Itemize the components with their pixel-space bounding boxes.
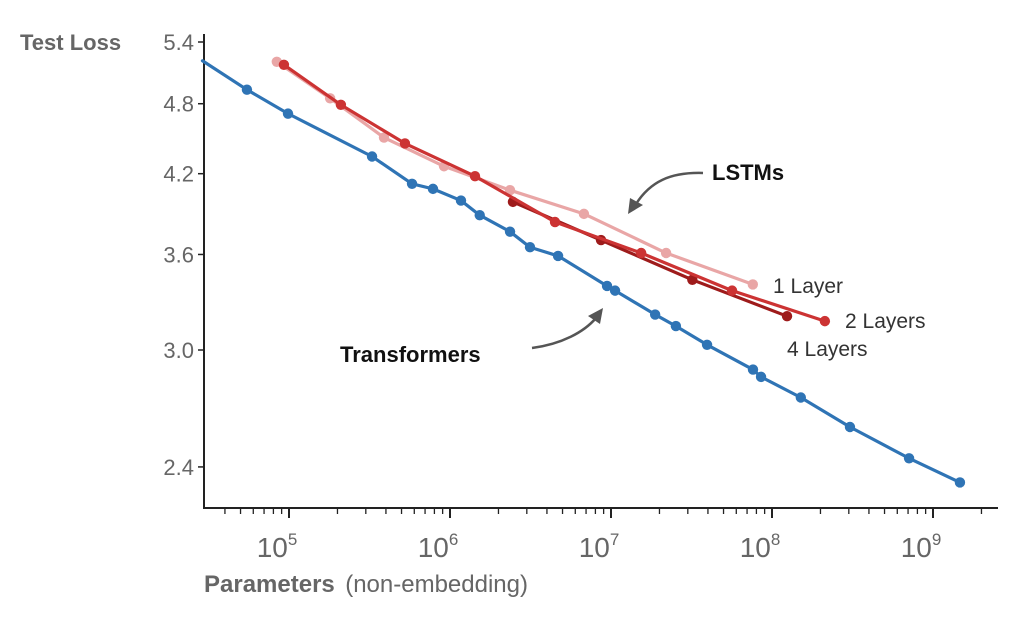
series-label-4-layers: 4 Layers: [787, 338, 868, 361]
data-point-2-layers: [726, 285, 738, 296]
y-tick-label: 3.0: [163, 338, 194, 363]
y-tick-label: 5.4: [163, 30, 194, 55]
data-point-4-layers: [781, 310, 793, 322]
series-label-2-layers: 2 Layers: [845, 310, 926, 333]
data-point-transformers: [649, 309, 661, 320]
data-point-transformers: [455, 195, 467, 206]
x-tick-label: 107: [579, 530, 620, 563]
series-2-layers: [278, 59, 831, 327]
series-4-layers: [507, 196, 793, 322]
x-axis-title-bold: Parameters: [204, 571, 335, 598]
data-point-1-layer: [747, 279, 759, 290]
transformers-annotation-arrowhead-icon: [588, 308, 603, 324]
data-point-2-layers: [549, 216, 561, 228]
data-point-1-layer: [660, 247, 672, 259]
data-point-2-layers: [335, 99, 347, 111]
data-point-transformers: [504, 226, 516, 237]
transformers-annotation-arrow-icon: [531, 317, 597, 350]
lstm-annotation-arrowhead-icon: [628, 198, 643, 214]
y-tick-label: 2.4: [163, 455, 194, 480]
data-point-2-layers: [635, 247, 647, 259]
data-point-transformers: [524, 242, 536, 253]
data-point-1-layer: [378, 132, 390, 143]
x-tick-label: 106: [418, 530, 459, 563]
data-point-1-layer: [504, 184, 516, 196]
data-point-4-layers: [687, 274, 698, 286]
data-point-2-layers: [819, 315, 831, 327]
data-point-transformers: [701, 339, 713, 350]
data-point-transformers: [609, 285, 621, 296]
series-layer: [200, 56, 966, 488]
data-point-2-layers: [399, 138, 411, 149]
data-point-transformers: [844, 421, 856, 433]
transformers-annotation: Transformers: [340, 308, 603, 367]
data-point-transformers: [241, 84, 253, 95]
x-tick-label: 108: [740, 530, 781, 563]
transformers-annotation-label: Transformers: [340, 342, 481, 367]
data-point-transformers: [427, 183, 439, 195]
data-point-2-layers: [469, 170, 481, 182]
data-point-transformers: [755, 371, 767, 383]
data-point-transformers: [747, 364, 759, 375]
data-point-transformers: [670, 320, 682, 332]
data-point-transformers: [552, 250, 564, 262]
data-point-transformers: [601, 280, 613, 292]
x-tick-label: 109: [901, 530, 942, 563]
y-ticks: 5.4 4.8 4.2 3.6 3.0 2.4: [163, 30, 204, 480]
data-point-transformers: [406, 178, 418, 189]
series-transformers: [200, 59, 966, 488]
data-point-transformers: [795, 392, 807, 403]
data-point-transformers: [903, 453, 915, 464]
lstm-annotation: LSTMs: [628, 160, 784, 214]
data-point-transformers: [954, 477, 966, 488]
data-point-1-layer: [578, 208, 590, 220]
y-tick-label: 4.8: [163, 92, 194, 117]
data-point-transformers: [474, 210, 485, 221]
x-ticks: 105 106 107 108 109: [224, 508, 983, 563]
data-point-transformers: [282, 108, 294, 119]
lstm-annotation-arrow-icon: [634, 171, 704, 205]
y-axis-title: Test Loss: [20, 30, 121, 55]
x-axis-title: Parameters (non-embedding): [204, 571, 528, 598]
series-label-1-layer: 1 Layer: [773, 275, 843, 298]
axes: 5.4 4.8 4.2 3.6 3.0 2.4 105 106 107 108 109: [163, 30, 998, 563]
y-tick-label: 4.2: [163, 162, 194, 187]
data-point-transformers: [366, 151, 378, 162]
x-axis-title-normal: (non-embedding): [345, 571, 528, 598]
x-tick-label: 105: [257, 530, 298, 563]
y-tick-label: 3.6: [163, 242, 194, 267]
series-line-transformers: [200, 59, 962, 485]
lstm-annotation-label: LSTMs: [712, 160, 784, 185]
series-line-2-layers: [282, 63, 827, 323]
data-point-2-layers: [278, 59, 290, 71]
